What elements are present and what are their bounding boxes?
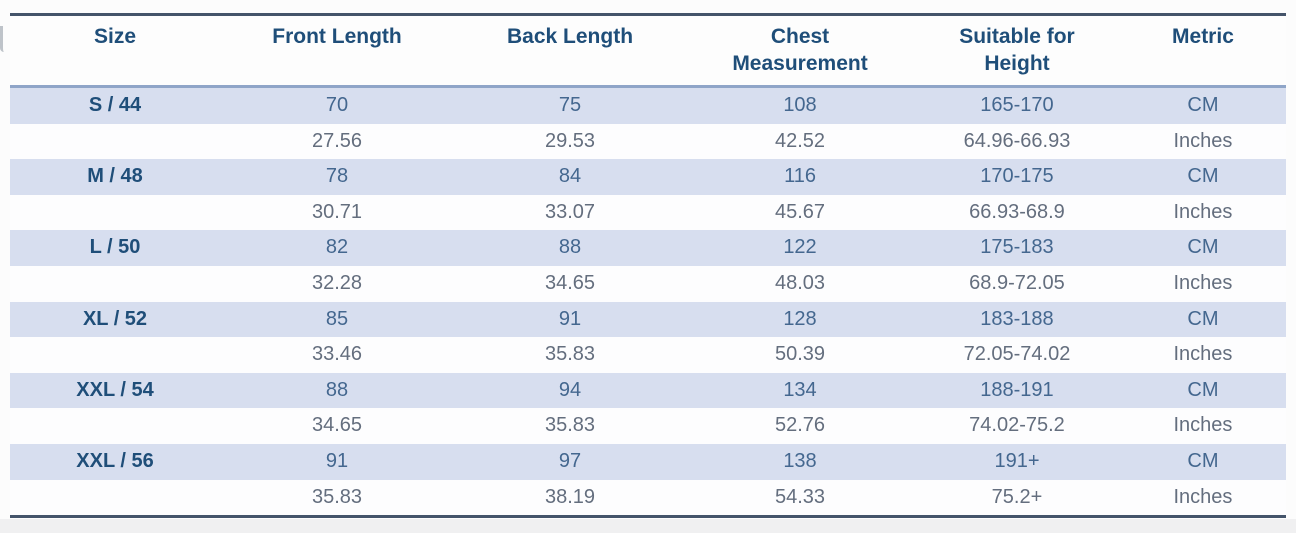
column-header-chest: Chest Measurement bbox=[732, 25, 868, 75]
back-length-cell: 29.53 bbox=[544, 129, 596, 152]
table-row: L / 50 82 88 122 175-183 CM bbox=[10, 230, 1286, 266]
front-length-cell: 34.65 bbox=[311, 414, 363, 437]
metric-cell: CM bbox=[1187, 94, 1219, 116]
size-cell: M / 48 bbox=[87, 165, 143, 188]
column-header-size: Size bbox=[93, 25, 137, 48]
back-length-cell: 34.65 bbox=[544, 271, 596, 294]
metric-cell: CM bbox=[1187, 307, 1219, 330]
back-length-cell: 88 bbox=[558, 236, 582, 259]
size-cell: XXL / 54 bbox=[76, 378, 154, 401]
table-top-border bbox=[10, 13, 1286, 16]
chest-cell: 54.33 bbox=[774, 485, 826, 508]
chest-cell: 134 bbox=[783, 378, 817, 401]
chest-cell: 108 bbox=[783, 94, 817, 116]
front-length-cell: 70 bbox=[325, 94, 349, 116]
back-length-cell: 35.83 bbox=[544, 343, 596, 366]
back-length-cell: 94 bbox=[558, 378, 582, 401]
metric-cell: Inches bbox=[1173, 271, 1233, 294]
size-cell: XL / 52 bbox=[82, 307, 148, 330]
back-length-cell: 91 bbox=[558, 307, 582, 330]
table-bottom-border bbox=[10, 515, 1286, 519]
back-length-cell: 75 bbox=[558, 94, 582, 116]
front-length-cell: 33.46 bbox=[311, 343, 363, 366]
chest-cell: 128 bbox=[783, 307, 817, 330]
table-row: XXL / 54 88 94 134 188-191 CM bbox=[10, 372, 1286, 409]
table-row: 32.28 34.65 48.03 68.9-72.05 Inches bbox=[10, 265, 1286, 302]
chest-cell: 122 bbox=[783, 236, 817, 259]
column-header-back-length: Back Length bbox=[507, 25, 634, 48]
back-length-cell: 35.83 bbox=[544, 414, 596, 437]
column-header-metric: Metric bbox=[1172, 25, 1234, 48]
table-body: S / 44 70 75 108 165-170 CM 27.56 29.53 … bbox=[10, 88, 1286, 516]
height-cell: 75.2+ bbox=[991, 485, 1043, 508]
height-cell: 64.96-66.93 bbox=[963, 129, 1071, 152]
table-row: S / 44 70 75 108 165-170 CM bbox=[10, 88, 1286, 124]
back-length-cell: 33.07 bbox=[544, 200, 596, 223]
metric-cell: Inches bbox=[1173, 343, 1233, 366]
front-length-cell: 30.71 bbox=[311, 200, 363, 223]
chest-cell: 52.76 bbox=[774, 414, 826, 437]
metric-cell: CM bbox=[1187, 236, 1219, 259]
table-row: 35.83 38.19 54.33 75.2+ Inches bbox=[10, 479, 1286, 516]
bottom-background-strip bbox=[0, 519, 1296, 533]
height-cell: 74.02-75.2 bbox=[969, 414, 1065, 437]
front-length-cell: 78 bbox=[325, 165, 349, 188]
chest-cell: 138 bbox=[783, 449, 817, 472]
height-cell: 175-183 bbox=[980, 236, 1054, 259]
front-length-cell: 91 bbox=[325, 449, 349, 472]
table-header-row: Size Front Length Back Length Chest Meas… bbox=[10, 16, 1286, 85]
column-header-height: Suitable for Height bbox=[959, 25, 1075, 75]
metric-cell: Inches bbox=[1173, 200, 1233, 223]
chest-cell: 50.39 bbox=[774, 343, 826, 366]
height-cell: 66.93-68.9 bbox=[969, 200, 1065, 223]
back-length-cell: 38.19 bbox=[544, 485, 596, 508]
table-row: 33.46 35.83 50.39 72.05-74.02 Inches bbox=[10, 337, 1286, 373]
chest-cell: 42.52 bbox=[774, 129, 826, 152]
front-length-cell: 27.56 bbox=[311, 129, 363, 152]
height-cell: 183-188 bbox=[980, 307, 1054, 330]
size-chart-table: Size Front Length Back Length Chest Meas… bbox=[10, 13, 1286, 519]
metric-cell: CM bbox=[1187, 165, 1219, 188]
metric-cell: Inches bbox=[1173, 129, 1233, 152]
front-length-cell: 32.28 bbox=[311, 271, 363, 294]
height-cell: 165-170 bbox=[980, 94, 1054, 116]
metric-cell: Inches bbox=[1173, 485, 1233, 508]
table-row: 34.65 35.83 52.76 74.02-75.2 Inches bbox=[10, 408, 1286, 444]
back-length-cell: 84 bbox=[558, 165, 582, 188]
chest-cell: 48.03 bbox=[774, 271, 826, 294]
front-length-cell: 88 bbox=[325, 378, 349, 401]
metric-cell: CM bbox=[1187, 449, 1219, 472]
header-separator-line bbox=[10, 85, 1286, 88]
size-cell: L / 50 bbox=[89, 236, 141, 259]
size-cell: XXL / 56 bbox=[76, 449, 154, 472]
left-edge-artifact bbox=[0, 26, 4, 52]
front-length-cell: 82 bbox=[325, 236, 349, 259]
metric-cell: CM bbox=[1187, 378, 1219, 401]
table-row: M / 48 78 84 116 170-175 CM bbox=[10, 159, 1286, 195]
chest-cell: 116 bbox=[784, 165, 816, 188]
table-row: XL / 52 85 91 128 183-188 CM bbox=[10, 301, 1286, 338]
height-cell: 170-175 bbox=[980, 165, 1054, 188]
back-length-cell: 97 bbox=[558, 449, 582, 472]
front-length-cell: 35.83 bbox=[311, 485, 363, 508]
height-cell: 68.9-72.05 bbox=[969, 271, 1065, 294]
table-row: 30.71 33.07 45.67 66.93-68.9 Inches bbox=[10, 194, 1286, 231]
metric-cell: Inches bbox=[1173, 414, 1233, 437]
height-cell: 191+ bbox=[994, 449, 1040, 472]
height-cell: 72.05-74.02 bbox=[963, 343, 1071, 366]
height-cell: 188-191 bbox=[980, 378, 1054, 401]
chest-cell: 45.67 bbox=[774, 200, 826, 223]
column-header-front-length: Front Length bbox=[272, 25, 402, 48]
table-row: XXL / 56 91 97 138 191+ CM bbox=[10, 443, 1286, 480]
front-length-cell: 85 bbox=[325, 307, 349, 330]
size-cell: S / 44 bbox=[88, 94, 142, 116]
table-row: 27.56 29.53 42.52 64.96-66.93 Inches bbox=[10, 123, 1286, 160]
